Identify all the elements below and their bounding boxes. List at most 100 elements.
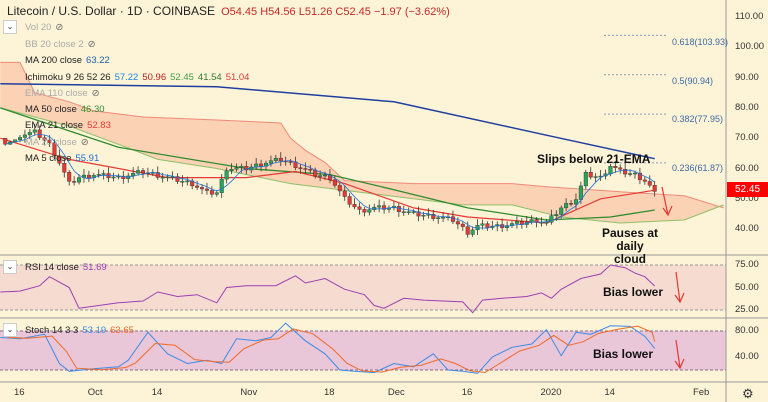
legend-ema21[interactable]: EMA 21 close 52.83 bbox=[25, 120, 111, 131]
legend-ma50[interactable]: MA 50 close 46.30 bbox=[25, 104, 105, 115]
eye-hidden-icon[interactable]: ⊘ bbox=[80, 137, 89, 148]
candle bbox=[155, 172, 160, 178]
price-tick: 90.00 bbox=[735, 71, 759, 83]
candle bbox=[298, 167, 303, 169]
candle bbox=[583, 172, 588, 187]
candle bbox=[303, 168, 308, 170]
stoch-band bbox=[0, 331, 726, 370]
legend-ichimoku[interactable]: Ichimoku 9 26 52 26 57.22 50.96 52.45 41.54 5… bbox=[25, 72, 249, 83]
fib-label: 0.5(90.94) bbox=[672, 76, 714, 86]
candle bbox=[136, 170, 141, 174]
legend-ma200[interactable]: MA 200 close 63.22 bbox=[25, 55, 110, 66]
eye-hidden-icon[interactable]: ⊘ bbox=[55, 22, 64, 33]
annotation-pauses: Pauses at daily cloud bbox=[601, 226, 659, 266]
candle bbox=[268, 160, 273, 164]
candle bbox=[52, 142, 57, 156]
candle bbox=[544, 222, 549, 224]
candle bbox=[200, 187, 205, 190]
candle bbox=[554, 214, 559, 216]
candle bbox=[37, 129, 42, 138]
candle bbox=[86, 174, 91, 179]
candle bbox=[593, 176, 598, 178]
candle bbox=[642, 179, 647, 182]
time-tick: 18 bbox=[323, 387, 335, 398]
price-tick: 50.00 bbox=[735, 192, 759, 204]
candle bbox=[323, 174, 328, 177]
candle bbox=[652, 185, 657, 192]
candle bbox=[72, 181, 77, 183]
cloud-span-b bbox=[0, 107, 724, 224]
legend-label: MA 50 close bbox=[25, 104, 77, 115]
legend-label: MA 20 close bbox=[25, 137, 77, 148]
candle bbox=[573, 199, 578, 205]
eye-hidden-icon[interactable]: ⊘ bbox=[87, 39, 96, 50]
legend-label: MA 200 close bbox=[25, 55, 83, 66]
candle bbox=[441, 217, 446, 219]
ma50-line bbox=[0, 107, 655, 221]
legend-ma20[interactable]: MA 20 close ⊘ bbox=[25, 137, 89, 148]
time-tick: 2020 bbox=[540, 387, 562, 398]
legend-stoch[interactable]: Stoch 14 3 3 53.19 63.65 bbox=[25, 325, 134, 336]
legend-bb[interactable]: BB 20 close 2 ⊘ bbox=[25, 39, 96, 50]
ichimoku-cloud bbox=[0, 62, 724, 224]
legend-ma5[interactable]: MA 5 close 55.91 bbox=[25, 153, 99, 164]
settings-gear-icon[interactable]: ⚙ bbox=[742, 386, 754, 401]
rsi-tick: 50.00 bbox=[735, 281, 759, 293]
candle bbox=[204, 188, 209, 191]
candle bbox=[259, 163, 264, 167]
candle bbox=[234, 167, 239, 170]
candle bbox=[436, 217, 441, 219]
price-tick: 70.00 bbox=[735, 132, 759, 144]
candle bbox=[578, 185, 583, 200]
fib-label: 0.382(77.95) bbox=[672, 114, 724, 124]
legend-label: EMA 21 close bbox=[25, 120, 84, 131]
candle bbox=[514, 221, 519, 224]
candle bbox=[450, 216, 455, 222]
stoch-d-line bbox=[7, 325, 656, 374]
candle bbox=[426, 214, 431, 216]
candle bbox=[377, 205, 382, 208]
legend-value: 52.45 bbox=[170, 72, 194, 83]
down-arrow-icon bbox=[674, 271, 685, 304]
candle bbox=[342, 190, 347, 197]
candle bbox=[396, 206, 401, 212]
legend-ema110[interactable]: EMA 110 close ⊘ bbox=[25, 88, 100, 99]
candle bbox=[431, 214, 436, 219]
price-tick: 100.00 bbox=[735, 41, 765, 53]
candle bbox=[22, 134, 27, 138]
rsi-collapse-button[interactable]: ⌄ bbox=[3, 260, 17, 274]
collapse-legend-button[interactable]: ⌄ bbox=[3, 20, 17, 34]
candle bbox=[367, 209, 372, 213]
candle bbox=[47, 140, 52, 143]
candle bbox=[185, 180, 190, 183]
stoch-tick: 80.00 bbox=[735, 325, 759, 336]
legend-value: 41.54 bbox=[197, 72, 222, 83]
candle bbox=[140, 170, 145, 174]
eye-hidden-icon[interactable]: ⊘ bbox=[91, 88, 100, 99]
candle bbox=[357, 206, 362, 210]
legend-label: RSI 14 close bbox=[25, 262, 79, 273]
candle bbox=[42, 137, 47, 141]
candle bbox=[382, 205, 387, 210]
candle bbox=[239, 166, 244, 168]
stoch-k-line bbox=[0, 322, 656, 374]
candle bbox=[411, 211, 416, 213]
candle bbox=[421, 214, 426, 217]
chart-header: Litecoin / U.S. Dollar · 1D · COINBASE O5… bbox=[7, 4, 450, 18]
candle bbox=[57, 155, 62, 164]
legend-vol[interactable]: Vol 20 ⊘ bbox=[25, 22, 63, 33]
price-tick: 40.00 bbox=[735, 223, 759, 235]
stoch-collapse-button[interactable]: ⌄ bbox=[3, 323, 17, 337]
cloud-span-a bbox=[0, 61, 724, 209]
candle bbox=[273, 157, 278, 161]
rsi-tick: 25.00 bbox=[735, 304, 759, 315]
candle bbox=[18, 137, 23, 140]
time-tick: 14 bbox=[604, 387, 615, 398]
candle bbox=[618, 167, 623, 170]
legend-rsi[interactable]: RSI 14 close 51.69 bbox=[25, 262, 107, 273]
price-tick: 60.00 bbox=[735, 162, 759, 174]
legend-label: BB 20 close 2 bbox=[25, 39, 84, 50]
candle bbox=[77, 177, 82, 183]
candle bbox=[352, 204, 357, 208]
